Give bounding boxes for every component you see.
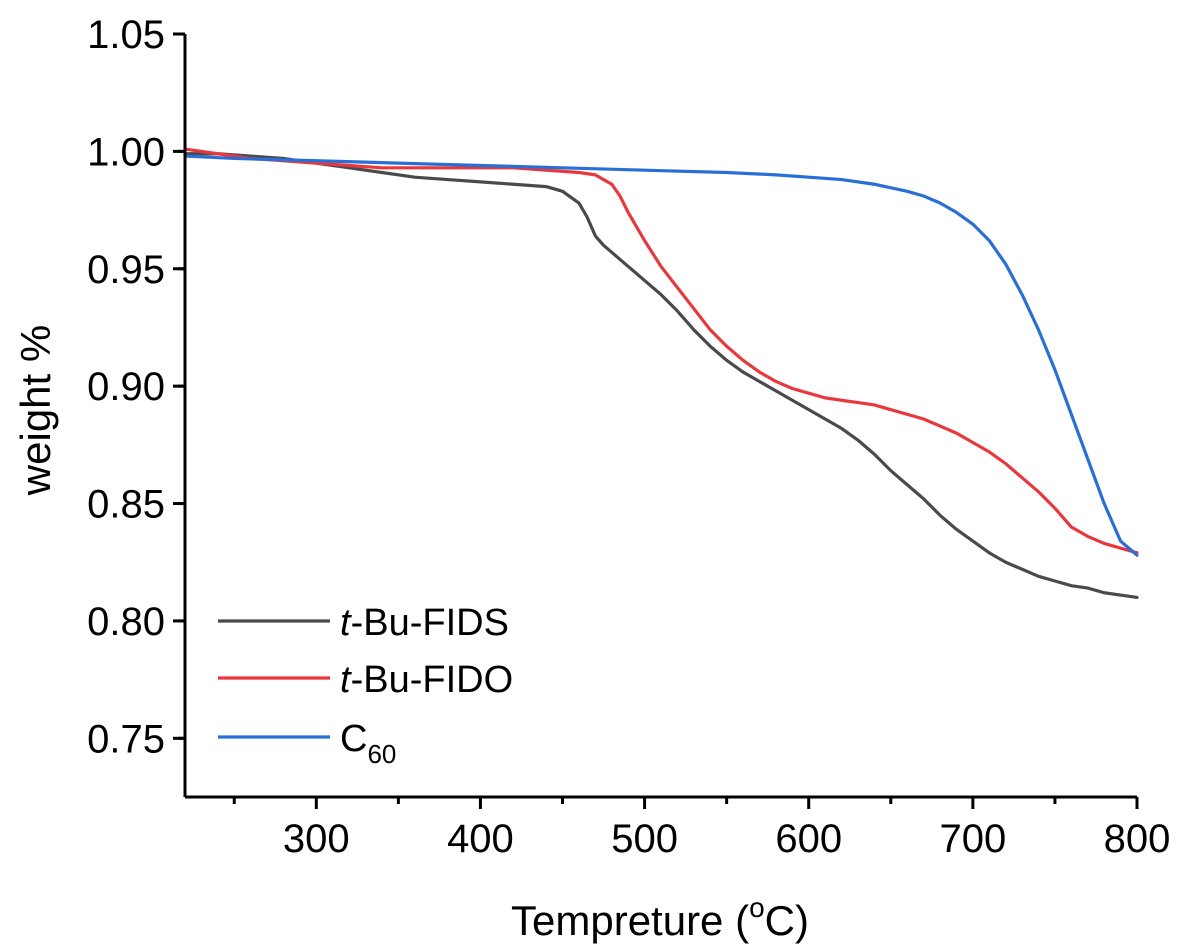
series-line-c60 [183,154,1139,557]
legend-entry-fido: t-Bu-FIDO [218,659,513,701]
legend-label-fido: t-Bu-FIDO [340,659,513,701]
x-axis-title: Tempreture (oC) [511,892,809,944]
y-tick-label: 1.05 [87,13,165,57]
y-axis-title: weight % [12,325,59,496]
x-ticks [232,797,1139,809]
series-line-fido [183,147,1139,555]
y-tick-label: 0.95 [87,248,165,292]
legend-label-fids-italic: t [340,602,352,644]
axes [183,34,1137,799]
legend-entry-fids: t-Bu-FIDS [218,602,509,644]
legend-label-fido-italic: t [340,659,352,701]
legend-label-c60: C60 [340,718,396,769]
x-tick-label: 800 [1104,817,1171,861]
y-tick-label: 0.75 [87,717,165,761]
x-tick-label: 700 [939,817,1006,861]
x-axis-title-sup: o [749,892,765,923]
legend-label-c60-main: C [340,718,367,760]
y-tick-label: 0.85 [87,483,165,527]
legend: t-Bu-FIDS t-Bu-FIDO C60 [218,602,513,769]
x-tick-label: 400 [447,817,514,861]
y-tick-labels: 0.75 0.80 0.85 0.90 0.95 1.00 1.05 [87,13,165,761]
legend-entry-c60: C60 [218,718,396,769]
plot-series [183,147,1139,600]
x-tick-labels: 300 400 500 600 700 800 [283,817,1170,861]
x-axis-title-tail: C) [765,897,809,944]
legend-label-fids-rest: -Bu-FIDS [351,602,509,644]
x-axis-title-main: Tempreture ( [511,897,749,944]
x-tick-label: 500 [611,817,678,861]
legend-label-fido-rest: -Bu-FIDO [351,659,514,701]
y-ticks [173,32,185,740]
y-tick-label: 0.90 [87,365,165,409]
x-tick-label: 600 [775,817,842,861]
legend-label-c60-sub: 60 [367,739,396,769]
legend-label-fids: t-Bu-FIDS [340,602,509,644]
x-tick-label: 300 [283,817,350,861]
y-tick-label: 0.80 [87,600,165,644]
series-line-fids [183,152,1139,600]
y-tick-label: 1.00 [87,130,165,174]
